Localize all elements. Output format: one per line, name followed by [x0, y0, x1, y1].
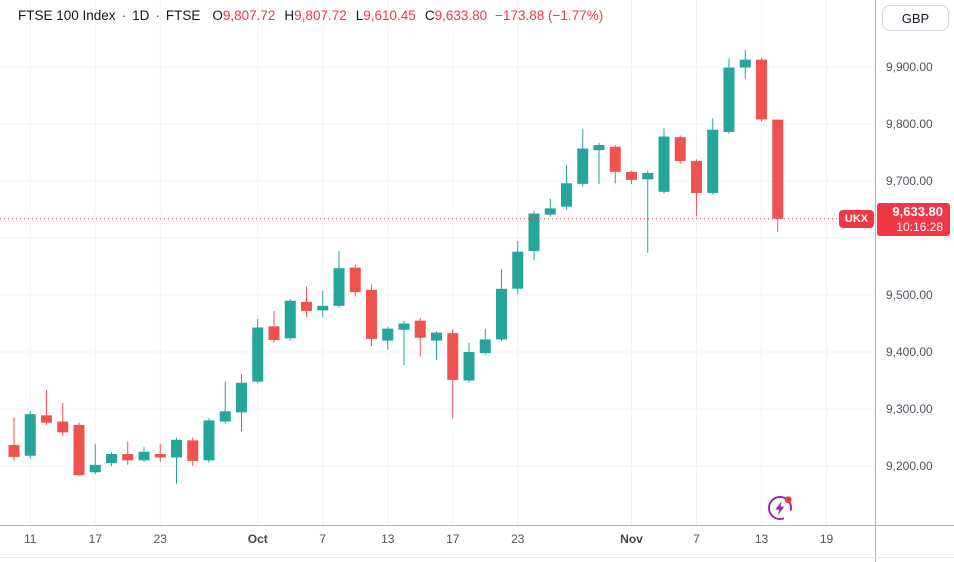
candle-Nov 13 [756, 57, 767, 122]
candle-Sep 18 [106, 452, 117, 466]
candle-Sep 29 [219, 381, 231, 424]
candle-Oct 7 [317, 291, 329, 318]
time-tick-label: 23 [511, 532, 525, 546]
notification-dot [784, 496, 792, 504]
price-tick-label: 9,800.00 [886, 117, 933, 131]
separator-dot: · [155, 8, 160, 23]
candle-Oct 24 [528, 210, 540, 261]
ohlc-C: C9,633.80 [424, 8, 488, 23]
time-tick-label: 23 [153, 532, 167, 546]
time-axis[interactable]: 11 17 23 Oct 7 13 17 23 Nov 7 13 19 [0, 526, 875, 556]
candle-Oct 10 [366, 284, 377, 347]
candle-Oct 8 [333, 251, 345, 308]
change-value: −173.88 (−1.77%) [495, 8, 604, 23]
exchange-label: FTSE [165, 8, 201, 23]
candle-Oct 30 [593, 142, 605, 184]
candle-Nov 6 [674, 135, 686, 164]
ohlc-H: H9,807.72 [284, 8, 347, 23]
candle-Oct 16 [431, 331, 442, 360]
candle-Sep 24 [171, 437, 182, 484]
bottom-divider [0, 557, 954, 558]
candle-Nov 11 [723, 58, 735, 134]
candle-Sep 25 [187, 437, 199, 466]
candle-Oct 21 [479, 328, 491, 355]
price-tick-label: 9,900.00 [886, 60, 933, 74]
price-tick-label: 9,500.00 [886, 288, 933, 302]
candle-Sep 10 [8, 417, 20, 461]
candle-Sep 12 [41, 390, 52, 425]
horizontal-gridlines [0, 66, 875, 467]
candle-Nov 7 [691, 159, 702, 217]
interval-label[interactable]: 1D [132, 8, 150, 23]
candle-Oct 13 [382, 326, 394, 350]
lightning-icon [768, 496, 792, 520]
time-tick-label: 13 [754, 532, 769, 546]
candle-Sep 11 [24, 411, 36, 459]
price-axis-border [875, 0, 876, 562]
current-price-label[interactable]: 9,633.80 10:16:28 [877, 203, 950, 236]
time-tick-label: 7 [319, 532, 327, 546]
candle-Sep 26 [203, 418, 215, 463]
ohlc-O: O9,807.72 [212, 8, 276, 23]
candle-Oct 27 [544, 198, 556, 217]
candle-Sep 30 [236, 374, 247, 432]
price-axis[interactable]: 9,900.00 9,800.00 9,700.00 9,500.00 9,400.00… [876, 0, 954, 525]
candle-Oct 2 [268, 310, 280, 343]
candle-Sep 17 [89, 443, 101, 474]
candle-Oct 1 [252, 318, 264, 384]
candle-Oct 31 [609, 145, 621, 184]
price-tick-label: 9,700.00 [886, 174, 933, 188]
time-tick-label: 17 [88, 532, 102, 546]
candle-Nov 4 [642, 170, 654, 253]
time-tick-label: Nov [620, 532, 643, 546]
candle-Oct 3 [284, 298, 296, 341]
time-tick-label: 19 [819, 532, 834, 546]
current-price-value: 9,633.80 [892, 204, 943, 219]
price-tick-label: 9,400.00 [886, 345, 933, 359]
candle-Sep 16 [73, 422, 85, 477]
candle-Sep 23 [154, 443, 166, 463]
candle-Sep 15 [57, 402, 69, 436]
candle-Nov 5 [658, 128, 670, 194]
chart-legend: FTSE 100 Index · 1D · FTSE O9,807.72 H9,8… [18, 8, 603, 23]
time-tick-label: 11 [24, 532, 37, 546]
candle-Oct 20 [463, 342, 475, 383]
candles-layer [8, 49, 784, 484]
time-tick-label: 17 [446, 532, 460, 546]
candle-Oct 9 [349, 264, 361, 297]
ohlc-values: O9,807.72 H9,807.72 L9,610.45 C9,633.80 [212, 8, 487, 23]
separator-dot: · [121, 8, 127, 23]
candle-Nov 3 [626, 170, 637, 184]
candle-Oct 15 [414, 317, 426, 357]
time-axis-border [0, 525, 954, 526]
candle-Oct 6 [301, 286, 312, 318]
candle-Oct 22 [496, 269, 507, 342]
candle-Sep 22 [138, 447, 150, 463]
ohlc-L: L9,610.45 [355, 8, 416, 23]
price-tick-label: 9,300.00 [886, 402, 933, 416]
bar-countdown: 10:16:28 [896, 220, 943, 234]
candle-Oct 28 [561, 165, 572, 210]
vertical-gridlines [29, 0, 827, 525]
candle-Nov 12 [739, 49, 751, 79]
time-tick-label: 7 [693, 532, 700, 546]
candle-Oct 29 [577, 129, 589, 187]
candle-Oct 14 [398, 320, 410, 366]
symbol-price-flag[interactable]: UKX [839, 210, 874, 228]
market-status-button[interactable] [765, 493, 795, 523]
candle-Nov 10 [707, 118, 719, 195]
time-tick-label: 13 [381, 532, 395, 546]
candle-Nov 14 [772, 119, 784, 233]
candle-Oct 17 [447, 329, 459, 419]
candle-Oct 23 [512, 240, 524, 295]
price-tick-label: 9,200.00 [886, 459, 933, 473]
currency-button[interactable]: GBP [882, 5, 949, 31]
candle-Sep 19 [122, 441, 134, 465]
symbol-title[interactable]: FTSE 100 Index [18, 8, 116, 23]
time-tick-label: Oct [247, 532, 268, 546]
